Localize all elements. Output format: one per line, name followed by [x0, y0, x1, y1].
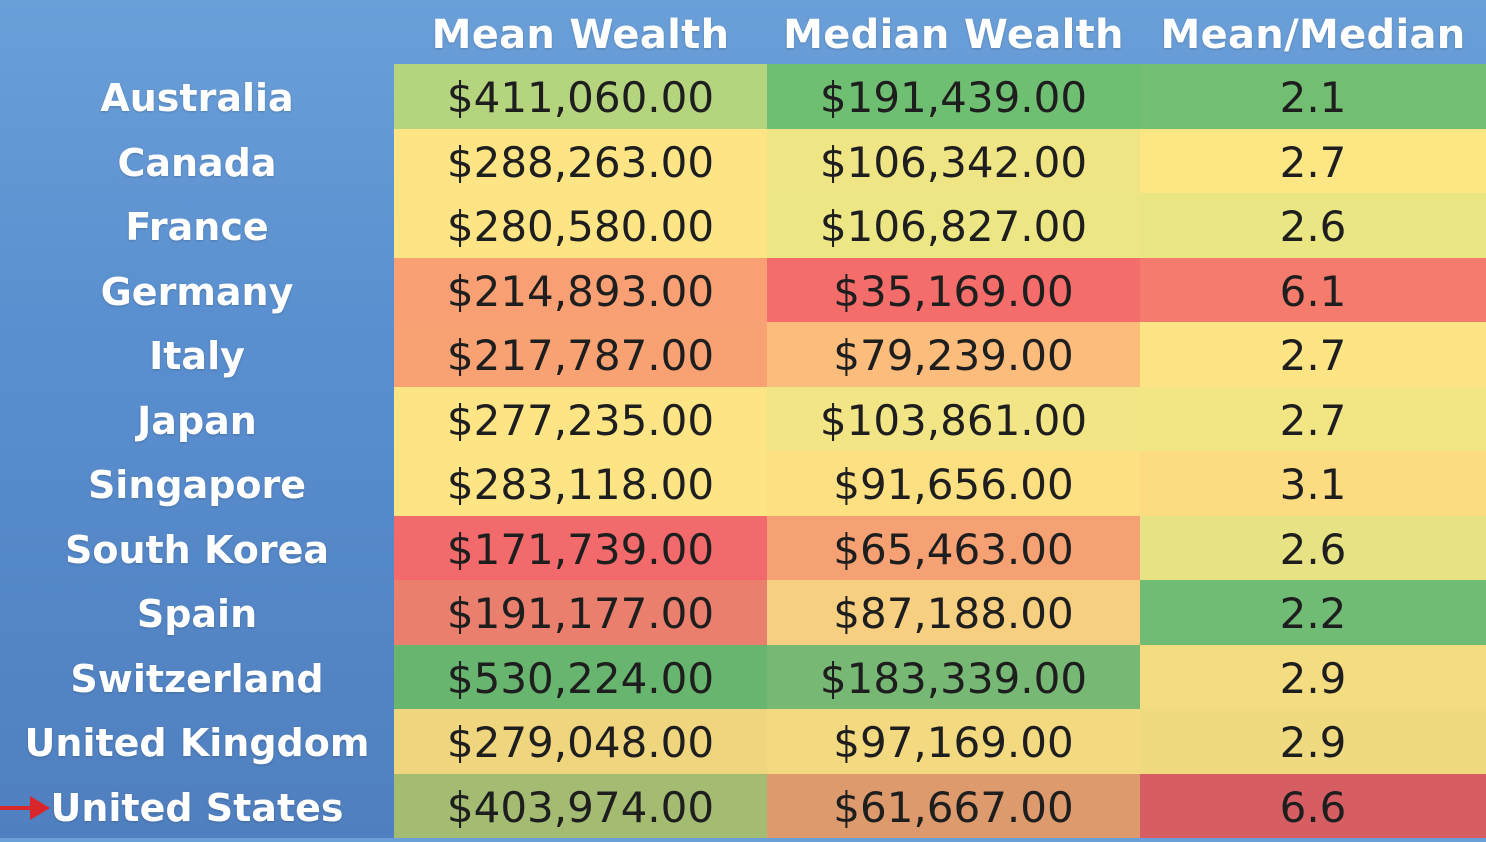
table-row: France $280,580.00 $106,827.00 2.6	[0, 193, 1486, 258]
median-wealth-cell: $97,169.00	[767, 709, 1140, 774]
country-label: Italy	[149, 334, 245, 378]
arrow-head	[30, 796, 50, 820]
country-label: United Kingdom	[24, 721, 370, 765]
table-row: Singapore $283,118.00 $91,656.00 3.1	[0, 451, 1486, 516]
table-row: Italy $217,787.00 $79,239.00 2.7	[0, 322, 1486, 387]
highlight-arrow-icon	[0, 796, 50, 820]
country-label: Spain	[136, 592, 258, 636]
table-row: South Korea $171,739.00 $65,463.00 2.6	[0, 515, 1486, 580]
country-label: Australia	[100, 76, 294, 120]
mean-median-cell: 2.7	[1140, 322, 1486, 387]
median-wealth-cell: $91,656.00	[767, 451, 1140, 516]
median-wealth-cell: $87,188.00	[767, 580, 1140, 645]
mean-median-cell: 2.2	[1140, 580, 1486, 645]
mean-median-cell: 2.1	[1140, 64, 1486, 129]
table-row: Japan $277,235.00 $103,861.00 2.7	[0, 386, 1486, 451]
country-label: France	[125, 205, 269, 249]
country-label: Singapore	[87, 463, 307, 507]
mean-wealth-cell: $288,263.00	[394, 128, 767, 193]
median-wealth-cell: $191,439.00	[767, 64, 1140, 129]
median-wealth-cell: $103,861.00	[767, 386, 1140, 451]
table-row: Germany $214,893.00 $35,169.00 6.1	[0, 257, 1486, 322]
mean-wealth-cell: $277,235.00	[394, 386, 767, 451]
mean-wealth-cell: $279,048.00	[394, 709, 767, 774]
country-label: South Korea	[64, 527, 329, 572]
median-wealth-cell: $106,342.00	[767, 128, 1140, 193]
header-mean-wealth: Mean Wealth	[431, 12, 730, 58]
table-row: Switzerland $530,224.00 $183,339.00 2.9	[0, 644, 1486, 709]
median-wealth-cell: $79,239.00	[767, 322, 1140, 387]
header-median-wealth: Median Wealth	[783, 12, 1124, 58]
mean-median-cell: 6.1	[1140, 257, 1486, 322]
mean-median-cell: 3.1	[1140, 451, 1486, 516]
mean-wealth-cell: $280,580.00	[394, 193, 767, 258]
mean-median-cell: 2.7	[1140, 386, 1486, 451]
mean-wealth-cell: $217,787.00	[394, 322, 767, 387]
mean-wealth-cell: $530,224.00	[394, 644, 767, 709]
country-label: Germany	[100, 269, 294, 314]
mean-median-cell: 2.9	[1140, 709, 1486, 774]
mean-median-cell: 2.6	[1140, 193, 1486, 258]
country-label: Canada	[117, 140, 277, 185]
table-header: Mean Wealth Median Wealth Mean/Median	[0, 0, 1486, 64]
country-label: Japan	[137, 398, 257, 443]
table-row: Canada $288,263.00 $106,342.00 2.7	[0, 128, 1486, 193]
median-wealth-cell: $35,169.00	[767, 257, 1140, 322]
mean-wealth-cell: $191,177.00	[394, 580, 767, 645]
median-wealth-cell: $183,339.00	[767, 644, 1140, 709]
median-wealth-cell: $61,667.00	[767, 773, 1140, 838]
mean-wealth-cell: $171,739.00	[394, 515, 767, 580]
mean-median-cell: 2.9	[1140, 644, 1486, 709]
header-mean-median: Mean/Median	[1160, 12, 1466, 58]
mean-median-cell: 6.6	[1140, 773, 1486, 838]
table-row: Australia $411,060.00 $191,439.00 2.1	[0, 64, 1486, 129]
mean-wealth-cell: $283,118.00	[394, 451, 767, 516]
country-label: United States	[50, 785, 344, 830]
median-wealth-cell: $106,827.00	[767, 193, 1140, 258]
median-wealth-cell: $65,463.00	[767, 515, 1140, 580]
mean-wealth-cell: $403,974.00	[394, 773, 767, 838]
table-row: United States $403,974.00 $61,667.00 6.6	[0, 773, 1486, 838]
table-row: Spain $191,177.00 $87,188.00 2.2	[0, 580, 1486, 645]
table-row: United Kingdom $279,048.00 $97,169.00 2.9	[0, 709, 1486, 774]
mean-wealth-cell: $214,893.00	[394, 257, 767, 322]
mean-median-cell: 2.7	[1140, 128, 1486, 193]
mean-median-cell: 2.6	[1140, 515, 1486, 580]
country-label: Switzerland	[70, 656, 324, 701]
mean-wealth-cell: $411,060.00	[394, 64, 767, 129]
